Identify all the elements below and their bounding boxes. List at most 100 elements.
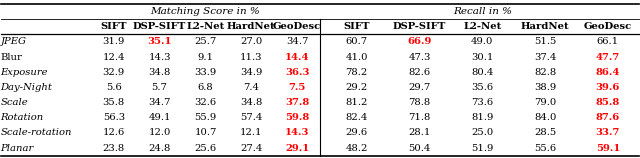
Text: 27.4: 27.4 (240, 144, 262, 152)
Text: 34.7: 34.7 (286, 37, 308, 46)
Text: 30.1: 30.1 (471, 53, 493, 61)
Text: 11.3: 11.3 (240, 53, 262, 61)
Text: 55.9: 55.9 (195, 113, 216, 122)
Text: 7.5: 7.5 (289, 83, 306, 92)
Text: 35.8: 35.8 (102, 98, 125, 107)
Text: L2-Net: L2-Net (186, 22, 225, 31)
Text: 12.4: 12.4 (102, 53, 125, 61)
Text: Scale-rotation: Scale-rotation (1, 128, 72, 137)
Text: 37.4: 37.4 (534, 53, 556, 61)
Text: 81.2: 81.2 (346, 98, 368, 107)
Text: 6.8: 6.8 (198, 83, 213, 92)
Text: Blur: Blur (1, 53, 22, 61)
Text: 33.7: 33.7 (596, 128, 620, 137)
Text: 12.0: 12.0 (148, 128, 171, 137)
Text: DSP-SIFT: DSP-SIFT (393, 22, 446, 31)
Text: 71.8: 71.8 (408, 113, 431, 122)
Text: 49.0: 49.0 (471, 37, 493, 46)
Text: Recall in %: Recall in % (452, 7, 512, 16)
Text: 28.5: 28.5 (534, 128, 556, 137)
Text: Rotation: Rotation (1, 113, 44, 122)
Text: 38.9: 38.9 (534, 83, 556, 92)
Text: 5.6: 5.6 (106, 83, 122, 92)
Text: 56.3: 56.3 (103, 113, 125, 122)
Text: 34.8: 34.8 (240, 98, 262, 107)
Text: Day-Night: Day-Night (1, 83, 52, 92)
Text: 47.7: 47.7 (596, 53, 620, 61)
Text: 32.6: 32.6 (195, 98, 216, 107)
Text: 87.6: 87.6 (596, 113, 620, 122)
Text: 29.7: 29.7 (408, 83, 431, 92)
Text: Exposure: Exposure (1, 68, 48, 77)
Text: HardNet: HardNet (521, 22, 570, 31)
Text: 81.9: 81.9 (471, 113, 493, 122)
Text: 82.8: 82.8 (534, 68, 556, 77)
Text: 25.6: 25.6 (195, 144, 216, 152)
Text: 32.9: 32.9 (102, 68, 125, 77)
Text: 79.0: 79.0 (534, 98, 556, 107)
Text: 59.8: 59.8 (285, 113, 309, 122)
Text: 25.7: 25.7 (195, 37, 216, 46)
Text: 50.4: 50.4 (408, 144, 431, 152)
Text: 80.4: 80.4 (471, 68, 493, 77)
Text: 12.6: 12.6 (102, 128, 125, 137)
Text: 55.6: 55.6 (534, 144, 556, 152)
Text: 60.7: 60.7 (346, 37, 367, 46)
Text: 86.4: 86.4 (596, 68, 620, 77)
Text: 7.4: 7.4 (243, 83, 259, 92)
Text: 14.3: 14.3 (148, 53, 171, 61)
Text: 35.6: 35.6 (471, 83, 493, 92)
Text: 78.8: 78.8 (408, 98, 431, 107)
Text: 34.8: 34.8 (148, 68, 171, 77)
Text: 82.6: 82.6 (408, 68, 431, 77)
Text: DSP-SIFT: DSP-SIFT (133, 22, 186, 31)
Text: 41.0: 41.0 (346, 53, 368, 61)
Text: 29.2: 29.2 (346, 83, 367, 92)
Text: Scale: Scale (1, 98, 28, 107)
Text: 73.6: 73.6 (471, 98, 493, 107)
Text: 25.0: 25.0 (471, 128, 493, 137)
Text: 48.2: 48.2 (346, 144, 368, 152)
Text: 33.9: 33.9 (195, 68, 216, 77)
Text: 14.4: 14.4 (285, 53, 309, 61)
Text: 9.1: 9.1 (197, 53, 213, 61)
Text: SIFT: SIFT (343, 22, 370, 31)
Text: Matching Score in %: Matching Score in % (150, 7, 260, 16)
Text: 12.1: 12.1 (240, 128, 262, 137)
Text: Planar: Planar (1, 144, 34, 152)
Text: 31.9: 31.9 (102, 37, 125, 46)
Text: 37.8: 37.8 (285, 98, 309, 107)
Text: 47.3: 47.3 (408, 53, 431, 61)
Text: 66.1: 66.1 (597, 37, 619, 46)
Text: GeoDesc: GeoDesc (273, 22, 321, 31)
Text: 84.0: 84.0 (534, 113, 556, 122)
Text: 5.7: 5.7 (152, 83, 168, 92)
Text: 78.2: 78.2 (346, 68, 367, 77)
Text: 51.5: 51.5 (534, 37, 556, 46)
Text: 85.8: 85.8 (596, 98, 620, 107)
Text: 29.1: 29.1 (285, 144, 309, 152)
Text: 28.1: 28.1 (408, 128, 431, 137)
Text: 14.3: 14.3 (285, 128, 309, 137)
Text: 59.1: 59.1 (596, 144, 620, 152)
Text: 36.3: 36.3 (285, 68, 309, 77)
Text: 24.8: 24.8 (148, 144, 171, 152)
Text: JPEG: JPEG (1, 37, 27, 46)
Text: 10.7: 10.7 (195, 128, 216, 137)
Text: 51.9: 51.9 (471, 144, 493, 152)
Text: SIFT: SIFT (100, 22, 127, 31)
Text: 66.9: 66.9 (407, 37, 431, 46)
Text: L2-Net: L2-Net (463, 22, 501, 31)
Text: 82.4: 82.4 (346, 113, 368, 122)
Text: 27.0: 27.0 (240, 37, 262, 46)
Text: 34.7: 34.7 (148, 98, 171, 107)
Text: 57.4: 57.4 (240, 113, 262, 122)
Text: 39.6: 39.6 (596, 83, 620, 92)
Text: 35.1: 35.1 (147, 37, 172, 46)
Text: GeoDesc: GeoDesc (584, 22, 632, 31)
Text: 49.1: 49.1 (148, 113, 171, 122)
Text: 34.9: 34.9 (240, 68, 262, 77)
Text: 29.6: 29.6 (346, 128, 367, 137)
Text: 23.8: 23.8 (102, 144, 125, 152)
Text: HardNet: HardNet (227, 22, 276, 31)
